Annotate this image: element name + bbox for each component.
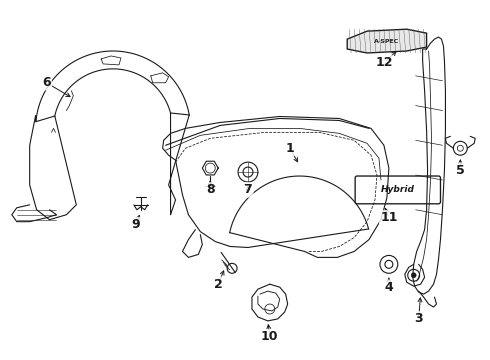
- FancyBboxPatch shape: [355, 176, 441, 204]
- Text: 8: 8: [206, 184, 215, 197]
- Circle shape: [411, 273, 416, 278]
- Text: 4: 4: [385, 281, 393, 294]
- Text: 11: 11: [380, 211, 397, 224]
- Text: 9: 9: [131, 218, 140, 231]
- Text: 2: 2: [214, 278, 222, 291]
- Text: 10: 10: [261, 330, 278, 343]
- Text: 5: 5: [456, 163, 465, 176]
- Text: 6: 6: [42, 76, 51, 89]
- Text: A·SPEC: A·SPEC: [374, 39, 399, 44]
- Text: 1: 1: [285, 142, 294, 155]
- Polygon shape: [347, 29, 427, 53]
- Text: 12: 12: [375, 57, 392, 69]
- Text: Hybrid: Hybrid: [381, 185, 415, 194]
- Text: 3: 3: [415, 312, 423, 325]
- Text: 7: 7: [244, 184, 252, 197]
